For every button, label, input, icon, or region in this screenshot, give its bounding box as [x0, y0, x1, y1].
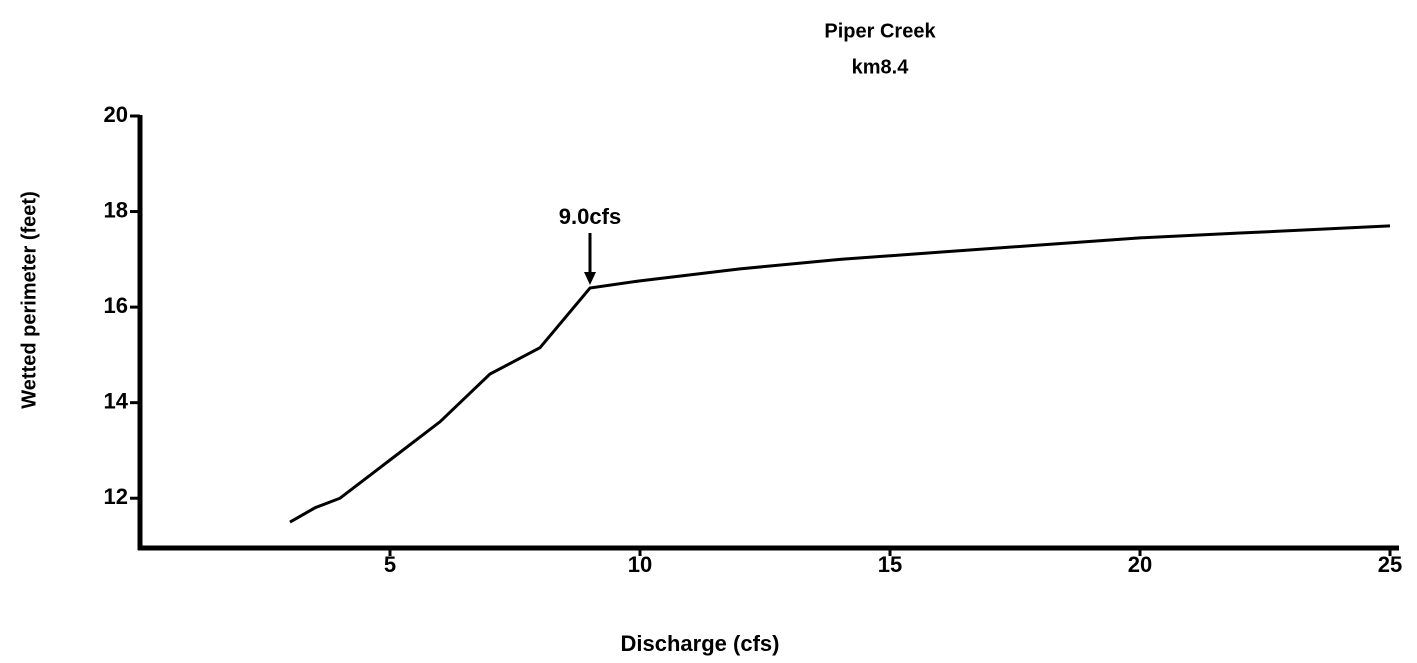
y-tick-label: 18: [104, 197, 128, 222]
data-line: [289, 224, 1391, 524]
y-axis-label: Wetted perimeter (feet): [18, 191, 40, 408]
y-tick-label: 12: [104, 484, 128, 509]
chart-subtitle: km8.4: [852, 56, 910, 78]
x-tick-label: 5: [384, 552, 396, 577]
y-tick-label: 20: [104, 102, 128, 127]
y-tick-label: 16: [104, 293, 128, 318]
chart-title: Piper Creek: [824, 20, 936, 42]
annotation: 9.0cfs: [559, 204, 621, 229]
annotation-arrowhead: [584, 272, 596, 285]
y-tick-label: 14: [104, 388, 129, 413]
x-axis-label: Discharge (cfs): [621, 631, 780, 656]
